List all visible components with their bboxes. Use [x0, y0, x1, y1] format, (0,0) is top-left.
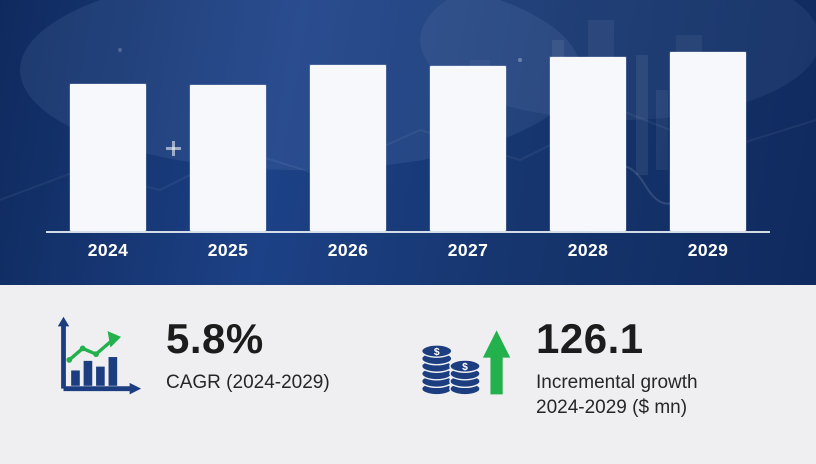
bar-chart: 2024 2025 2026 2027 2028 2029 [48, 0, 768, 285]
bar-chart-trend-up-icon [52, 315, 144, 401]
coin-stacks-up-arrow-icon: $ $ [416, 315, 514, 405]
chart-column: 2025 [168, 0, 288, 285]
cagr-value: 5.8% [166, 315, 264, 362]
incremental-label-line2: 2024-2029 ($ mn) [536, 397, 688, 418]
year-label: 2027 [447, 240, 489, 260]
chart-column: 2027 [408, 0, 528, 285]
chart-hero: 2024 2025 2026 2027 2028 2029 [0, 0, 816, 285]
bar-2029 [670, 52, 746, 231]
bar-2026 [310, 65, 386, 231]
year-label: 2029 [687, 240, 729, 260]
year-label: 2025 [207, 240, 249, 260]
chart-column: 2024 [48, 0, 168, 285]
bar-2028 [550, 57, 626, 231]
cagr-stat: 5.8% CAGR (2024-2029) [52, 315, 364, 401]
bar-2024 [70, 84, 146, 231]
year-label: 2028 [567, 240, 609, 260]
chart-column: 2029 [648, 0, 768, 285]
chart-column: 2026 [288, 0, 408, 285]
year-label: 2024 [87, 240, 129, 260]
incremental-label-line1: Incremental growth [536, 372, 698, 393]
bar-2025 [190, 85, 266, 231]
bar-2027 [430, 66, 506, 231]
cagr-label: CAGR (2024-2029) [166, 372, 330, 393]
chart-baseline [46, 231, 770, 233]
svg-text:$: $ [462, 362, 468, 373]
svg-text:$: $ [434, 347, 440, 358]
incremental-value: 126.1 [536, 315, 644, 362]
stats-panel: 5.8% CAGR (2024-2029) $ [0, 285, 816, 464]
incremental-growth-stat: $ $ 126.1 Incremental growth 2024-2029 (… [416, 315, 698, 420]
chart-column: 2028 [528, 0, 648, 285]
year-label: 2026 [327, 240, 369, 260]
